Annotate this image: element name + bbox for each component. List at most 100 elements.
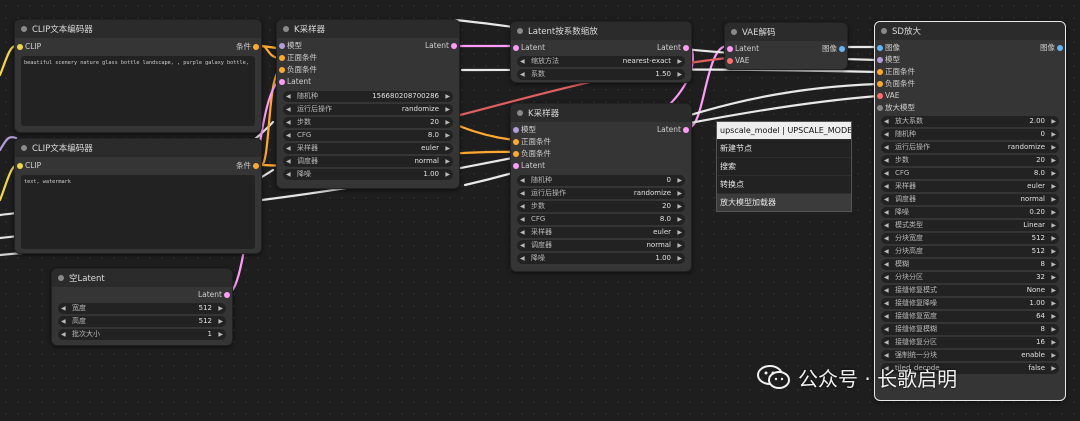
widget-13[interactable]: ◀ 接缝修复模式 None ▶ — [881, 285, 1059, 296]
latent-input-socket[interactable] — [513, 163, 519, 169]
decrement-arrow-icon[interactable]: ◀ — [61, 318, 66, 325]
widget-9[interactable]: ◀ 分块宽度 512 ▶ — [881, 233, 1059, 244]
node-header[interactable]: VAE解码 — [725, 23, 847, 41]
increment-arrow-icon[interactable]: ▶ — [1051, 326, 1056, 333]
widget-1[interactable]: ◀ 系数 1.50 ▶ — [517, 69, 685, 80]
decrement-arrow-icon[interactable]: ◀ — [884, 365, 889, 372]
latent-input-socket[interactable] — [279, 79, 285, 85]
latent-output-socket[interactable] — [683, 127, 689, 133]
menu-item-search[interactable]: 搜索 — [717, 157, 851, 175]
widget-2[interactable]: ◀ 步数 20 ▶ — [517, 201, 685, 212]
widget-4[interactable]: ◀ 采样器 euler ▶ — [283, 143, 453, 154]
cond-output-socket[interactable] — [253, 44, 259, 50]
widget-18[interactable]: ◀ 强制统一分块 enable ▶ — [881, 350, 1059, 361]
image-output-socket[interactable] — [1057, 45, 1063, 51]
widget-6[interactable]: ◀ 调度器 normal ▶ — [881, 194, 1059, 205]
widget-2[interactable]: ◀ 步数 20 ▶ — [283, 117, 453, 128]
vae-input-socket[interactable] — [727, 58, 733, 64]
increment-arrow-icon[interactable]: ▶ — [1051, 352, 1056, 359]
decrement-arrow-icon[interactable]: ◀ — [884, 183, 889, 190]
decrement-arrow-icon[interactable]: ◀ — [884, 287, 889, 294]
widget-7[interactable]: ◀ 降噪 0.20 ▶ — [881, 207, 1059, 218]
widget-0[interactable]: ◀ 缩放方法 nearest-exact ▶ — [517, 56, 685, 67]
decrement-arrow-icon[interactable]: ◀ — [884, 326, 889, 333]
ksampler-node-1[interactable]: K采样器 模型 Latent 正面条件 负面条件 Latent ◀ 随机种 1566… — [276, 19, 460, 189]
node-header[interactable]: SD放大 — [875, 22, 1065, 40]
node-header[interactable]: K采样器 — [277, 20, 459, 38]
collapse-dot-icon[interactable] — [21, 145, 27, 151]
collapse-dot-icon[interactable] — [517, 110, 523, 116]
widget-5[interactable]: ◀ 调度器 normal ▶ — [283, 156, 453, 167]
clip-text-encode-node-2[interactable]: CLIP文本编码器 CLIP 条件 text, watermark — [14, 138, 262, 254]
widget-17[interactable]: ◀ 接缝修复分区 16 ▶ — [881, 337, 1059, 348]
increment-arrow-icon[interactable]: ▶ — [1051, 144, 1056, 151]
decrement-arrow-icon[interactable]: ◀ — [884, 157, 889, 164]
widget-5[interactable]: ◀ 调度器 normal ▶ — [517, 240, 685, 251]
menu-item-upscale-model-loader[interactable]: 放大模型加载器 — [717, 193, 851, 211]
latent-output-socket[interactable] — [683, 45, 689, 51]
widget-10[interactable]: ◀ 分块高度 512 ▶ — [881, 246, 1059, 257]
decrement-arrow-icon[interactable]: ◀ — [884, 300, 889, 307]
decrement-arrow-icon[interactable]: ◀ — [884, 222, 889, 229]
increment-arrow-icon[interactable]: ▶ — [1051, 274, 1056, 281]
widget-0[interactable]: ◀ 随机种 156680208700286 ▶ — [283, 91, 453, 102]
node-header[interactable]: K采样器 — [511, 104, 691, 122]
increment-arrow-icon[interactable]: ▶ — [1051, 131, 1056, 138]
increment-arrow-icon[interactable]: ▶ — [218, 331, 223, 338]
latent-output-socket[interactable] — [224, 292, 230, 298]
positive-input-socket[interactable] — [877, 69, 883, 75]
increment-arrow-icon[interactable]: ▶ — [1051, 209, 1056, 216]
increment-arrow-icon[interactable]: ▶ — [1051, 170, 1056, 177]
image-input-socket[interactable] — [877, 45, 883, 51]
clip-input-socket[interactable] — [17, 163, 23, 169]
empty-latent-node[interactable]: 空Latent Latent ◀ 宽度 512 ▶ ◀ 高度 512 ▶ ◀ 批次大小 1 ▶ — [51, 268, 233, 346]
increment-arrow-icon[interactable]: ▶ — [1051, 339, 1056, 346]
decrement-arrow-icon[interactable]: ◀ — [520, 229, 525, 236]
latent-input-socket[interactable] — [513, 45, 519, 51]
positive-input-socket[interactable] — [513, 139, 519, 145]
decrement-arrow-icon[interactable]: ◀ — [520, 177, 525, 184]
widget-6[interactable]: ◀ 降噪 1.00 ▶ — [283, 169, 453, 180]
increment-arrow-icon[interactable]: ▶ — [677, 229, 682, 236]
increment-arrow-icon[interactable]: ▶ — [1051, 222, 1056, 229]
collapse-dot-icon[interactable] — [21, 26, 27, 32]
increment-arrow-icon[interactable]: ▶ — [445, 106, 450, 113]
decrement-arrow-icon[interactable]: ◀ — [884, 144, 889, 151]
increment-arrow-icon[interactable]: ▶ — [1051, 248, 1056, 255]
widget-0[interactable]: ◀ 放大系数 2.00 ▶ — [881, 116, 1059, 127]
decrement-arrow-icon[interactable]: ◀ — [884, 339, 889, 346]
widget-0[interactable]: ◀ 宽度 512 ▶ — [58, 303, 226, 314]
latent-upscale-node[interactable]: Latent按系数缩放 Latent Latent ◀ 缩放方法 nearest-e… — [510, 21, 692, 83]
widget-1[interactable]: ◀ 高度 512 ▶ — [58, 316, 226, 327]
increment-arrow-icon[interactable]: ▶ — [1051, 287, 1056, 294]
increment-arrow-icon[interactable]: ▶ — [677, 255, 682, 262]
negative-input-socket[interactable] — [877, 81, 883, 87]
decrement-arrow-icon[interactable]: ◀ — [884, 261, 889, 268]
negative-input-socket[interactable] — [513, 151, 519, 157]
widget-12[interactable]: ◀ 分块分区 32 ▶ — [881, 272, 1059, 283]
decrement-arrow-icon[interactable]: ◀ — [286, 158, 291, 165]
decrement-arrow-icon[interactable]: ◀ — [286, 119, 291, 126]
decrement-arrow-icon[interactable]: ◀ — [286, 93, 291, 100]
widget-11[interactable]: ◀ 模糊 8 ▶ — [881, 259, 1059, 270]
clip-input-socket[interactable] — [17, 44, 23, 50]
increment-arrow-icon[interactable]: ▶ — [1051, 157, 1056, 164]
collapse-dot-icon[interactable] — [731, 29, 737, 35]
decrement-arrow-icon[interactable]: ◀ — [884, 118, 889, 125]
increment-arrow-icon[interactable]: ▶ — [1051, 183, 1056, 190]
collapse-dot-icon[interactable] — [58, 275, 64, 281]
widget-16[interactable]: ◀ 接缝修复模糊 8 ▶ — [881, 324, 1059, 335]
sd-upscale-node[interactable]: SD放大 图像 图像 模型 正面条件 负面条件 VAE 放大模型 ◀ 放大系数 2.… — [874, 21, 1066, 401]
vae-decode-node[interactable]: VAE解码 Latent 图像 VAE — [724, 22, 848, 70]
increment-arrow-icon[interactable]: ▶ — [445, 145, 450, 152]
cond-output-socket[interactable] — [253, 163, 259, 169]
widget-5[interactable]: ◀ 采样器 euler ▶ — [881, 181, 1059, 192]
decrement-arrow-icon[interactable]: ◀ — [884, 235, 889, 242]
vae-input-socket[interactable] — [877, 93, 883, 99]
collapse-dot-icon[interactable] — [881, 28, 887, 34]
widget-19[interactable]: ◀ tiled_decode false ▶ — [881, 363, 1059, 374]
decrement-arrow-icon[interactable]: ◀ — [61, 331, 66, 338]
prompt-textarea[interactable]: beautiful scenery nature glass bottle la… — [21, 56, 255, 126]
widget-14[interactable]: ◀ 接缝修复降噪 1.00 ▶ — [881, 298, 1059, 309]
widget-1[interactable]: ◀ 运行后操作 randomize ▶ — [517, 188, 685, 199]
